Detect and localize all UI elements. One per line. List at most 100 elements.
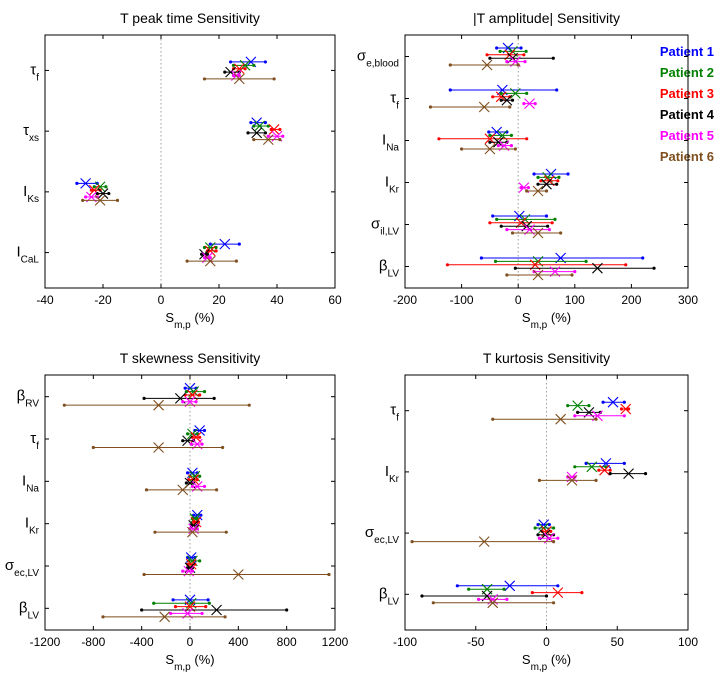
range-max-dot [573,269,577,274]
center-x-marker [566,475,578,486]
range-min-dot [208,242,212,246]
range-min-dot [249,121,253,125]
range-max-dot [556,536,560,540]
series-patient-6 [410,413,598,609]
x-tick-label: 100 [565,293,585,307]
x-tick-label: 0 [543,635,550,649]
center-x-marker [97,188,109,199]
range-min-dot [533,526,537,530]
parameter-label: βLV [379,257,399,279]
range-min-dot [573,414,577,418]
sensitivity-panel-2: |T amplitude| Sensitivity -200 -100 0 100 200… [357,10,698,331]
patient-legend: Patient 1 Patient 2 Patient 3 Patient 4 Pati… [660,44,715,164]
x-tick-label: 0 [515,293,522,307]
range-max-dot [556,584,560,588]
range-min-dot [608,472,612,476]
range-max-dot [247,403,251,407]
series-patient-6 [62,399,331,623]
x-tick-label: 800 [277,635,297,649]
center-x-marker [532,269,544,281]
x-axis-label: Sm,p (%) [522,652,571,673]
range-max-dot [594,417,598,421]
range-max-dot [608,468,612,472]
center-x-marker [153,442,164,453]
range-min-dot [169,611,173,616]
parameter-label: τf [390,402,399,424]
range-min-dot [566,404,570,408]
range-min-dot [498,49,502,54]
range-max-dot [237,73,241,78]
x-tick-label: -40 [36,293,54,307]
range-min-dot [537,536,542,540]
range-max-dot [553,217,557,221]
center-x-marker [233,73,245,85]
center-x-marker [572,400,584,411]
x-tick-label: 50 [611,635,625,649]
x-tick-label: 100 [678,635,698,649]
x-tick-label: -200 [393,293,417,307]
range-max-dot [212,396,216,400]
parameter-label: τf [390,90,399,112]
range-max-dot [327,572,331,577]
plot-frame [404,374,689,631]
range-max-dot [547,227,551,232]
series-patient-5 [476,410,626,605]
parameter-label: IKs [23,183,39,205]
parameter-label: ICaL [16,244,39,266]
range-min-dot [181,439,185,443]
center-x-marker [509,88,521,99]
range-min-dot [185,432,190,436]
range-min-dot [144,488,149,492]
legend-entry: Patient 6 [660,149,714,164]
series-patient-2 [92,59,270,253]
range-min-dot [493,259,498,263]
x-tick-label: 0 [187,635,194,649]
range-min-dot [619,407,624,411]
range-min-dot [75,181,79,185]
legend-entry: Patient 2 [660,65,714,80]
center-x-marker [532,227,544,239]
range-min-dot [479,256,484,260]
center-x-marker [541,178,552,190]
range-min-dot [192,520,196,524]
range-min-dot [420,594,424,598]
range-max-dot [272,77,276,81]
range-min-dot [476,597,481,602]
range-min-dot [513,266,517,270]
parameter-label: σec,LV [365,524,399,546]
range-max-dot [198,474,202,478]
range-max-dot [285,608,289,612]
range-min-dot [519,185,523,190]
range-max-dot [263,60,267,64]
parameter-label: τf [30,430,39,452]
range-max-dot [202,389,207,394]
center-x-marker [254,120,265,132]
range-min-dot [491,417,495,421]
x-tick-label: 400 [228,635,248,649]
range-min-dot [81,198,85,202]
range-min-dot [499,91,503,96]
x-tick-label: -100 [393,635,417,649]
range-min-dot [189,442,193,446]
range-max-dot [555,182,559,186]
range-max-dot [224,530,228,534]
range-max-dot [115,198,120,202]
range-min-dot [202,256,207,260]
range-min-dot [536,533,540,537]
range-max-dot [556,179,560,183]
range-max-dot [551,601,556,605]
series-patient-4 [140,392,289,616]
range-max-dot [223,615,227,619]
range-max-dot [214,249,218,253]
parameter-label: INa [382,132,399,154]
range-max-dot [206,598,210,602]
center-x-marker [552,587,564,598]
center-x-marker [484,143,496,155]
center-x-marker [623,468,634,479]
plot-frame [44,374,336,631]
range-max-dot [221,445,225,450]
range-max-dot [626,407,631,411]
series-patient-1 [448,42,645,264]
legend-entry: Patient 4 [660,107,715,122]
range-max-dot [557,175,561,179]
